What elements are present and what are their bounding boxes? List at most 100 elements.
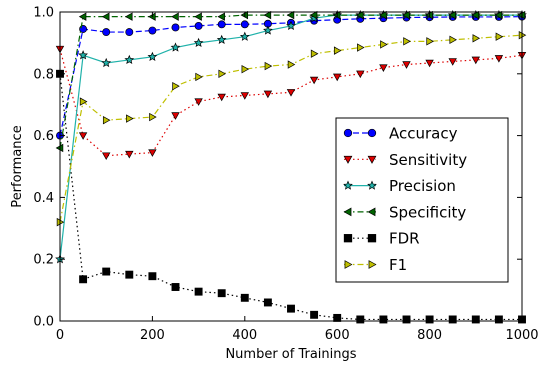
fdr-point	[448, 315, 457, 324]
legend: Accuracy Sensitivity Precision Specificity F…	[335, 117, 509, 283]
sensitivity-point	[148, 149, 157, 157]
accuracy-point	[125, 28, 134, 37]
f1-point	[357, 43, 365, 52]
specificity-point	[309, 10, 318, 20]
legend-marker-sensitivity	[343, 155, 353, 164]
legend-marker-f1	[344, 260, 353, 269]
specificity-point	[471, 10, 480, 20]
legend-label-accuracy: Accuracy	[389, 125, 458, 143]
legend-item-precision: Precision	[343, 177, 456, 195]
precision-point	[170, 42, 181, 52]
sensitivity-point	[240, 92, 249, 100]
y-tick-label: 0.2	[33, 253, 54, 268]
legend-marker-precision	[343, 180, 353, 190]
sensitivity-point	[78, 132, 88, 140]
fdr-point	[125, 270, 134, 279]
fdr-point	[494, 315, 503, 324]
f1-point	[403, 37, 411, 46]
f1-point	[79, 97, 88, 106]
fdr-point	[148, 272, 157, 281]
legend-marker-specificity	[367, 207, 376, 217]
x-tick-label: 200	[140, 328, 165, 343]
legend-item-sensitivity: Sensitivity	[343, 151, 467, 169]
y-tick-label: 0.0	[33, 315, 54, 330]
x-tick-label: 800	[417, 328, 442, 343]
specificity-point	[379, 10, 387, 20]
fdr-point	[471, 315, 480, 324]
accuracy-point	[217, 20, 226, 29]
fdr-point	[402, 315, 411, 324]
specificity-point	[286, 10, 295, 20]
f1-point	[264, 61, 273, 71]
f1-point	[449, 35, 458, 45]
legend-marker-f1	[368, 260, 377, 269]
legend-label-precision: Precision	[389, 177, 456, 195]
fdr-point	[379, 315, 388, 324]
y-axis-label: Performance	[10, 125, 25, 207]
legend-item-accuracy: Accuracy	[343, 125, 458, 143]
legend-marker-accuracy	[367, 128, 377, 138]
precision-point	[78, 50, 88, 60]
sensitivity-point	[402, 61, 411, 69]
sensitivity-point	[171, 112, 180, 120]
precision-point	[216, 34, 227, 44]
precision-point	[263, 25, 273, 35]
precision-point	[193, 37, 204, 48]
legend-marker-fdr	[343, 234, 353, 243]
specificity-point	[402, 10, 410, 20]
sensitivity-point	[494, 55, 504, 63]
precision-point	[239, 31, 250, 41]
x-tick-label: 1000	[505, 328, 538, 343]
legend-marker-sensitivity	[367, 155, 377, 164]
specificity-point	[194, 12, 202, 21]
sensitivity-point	[309, 76, 319, 85]
f1-point	[333, 46, 342, 55]
sensitivity-point	[125, 150, 134, 159]
series-sensitivity	[55, 45, 527, 161]
legend-item-f1: F1	[344, 256, 407, 274]
f1-point	[102, 115, 111, 125]
fdr-point	[356, 315, 365, 324]
sensitivity-point	[379, 64, 388, 72]
specificity-point	[494, 10, 503, 20]
f1-point	[287, 60, 296, 69]
fdr-point	[171, 283, 180, 291]
sensitivity-point	[263, 90, 273, 99]
specificity-point	[263, 10, 272, 20]
fdr-line	[59, 73, 522, 321]
specificity-point	[124, 12, 133, 21]
f1-point	[472, 34, 481, 43]
f1-point	[426, 37, 434, 46]
fdr-point	[79, 275, 88, 284]
f1-point	[495, 32, 504, 41]
f1-point	[126, 114, 134, 123]
ticks-layer: 0 200 400 600 800 1000 0.0 0.2 0.4 0.6 0.8 1.0	[33, 6, 538, 344]
fdr-point	[263, 298, 272, 307]
specificity-point	[217, 12, 225, 21]
legend-item-specificity: Specificity	[343, 203, 466, 221]
sensitivity-point	[286, 89, 296, 97]
series-f1	[56, 30, 527, 227]
specificity-point	[101, 12, 110, 21]
specificity-point	[448, 10, 456, 20]
legend-marker-fdr	[367, 234, 377, 243]
fdr-point	[310, 310, 319, 319]
legend-label-fdr: FDR	[389, 230, 420, 248]
y-tick-label: 1.0	[33, 6, 54, 21]
legend-marker-accuracy	[343, 128, 353, 138]
fdr-point	[194, 287, 203, 296]
sensitivity-point	[448, 58, 457, 66]
sensitivity-point	[102, 152, 111, 161]
precision-point	[101, 57, 112, 68]
f1-point	[241, 64, 250, 74]
f1-point	[380, 40, 388, 49]
f1-point	[218, 69, 227, 78]
sensitivity-point	[425, 59, 434, 68]
x-axis-label: Number of Trainings	[225, 347, 356, 362]
fdr-point	[240, 293, 249, 302]
sensitivity-point	[194, 98, 203, 106]
sensitivity-point	[356, 70, 365, 79]
specificity-point	[355, 10, 364, 20]
fdr-point	[102, 267, 111, 276]
